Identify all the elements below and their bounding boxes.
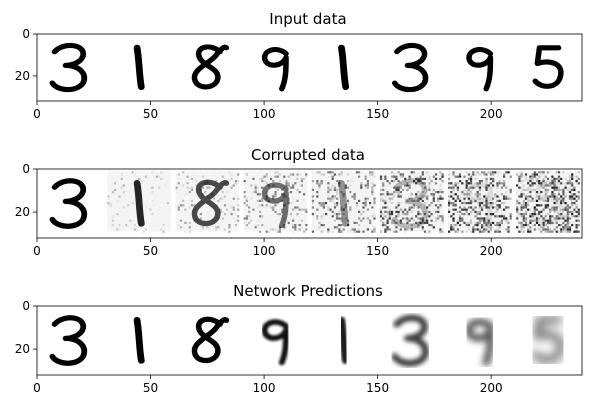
digit-stroke — [133, 180, 145, 227]
digit-stroke — [191, 316, 230, 364]
axes-frame-corrupted — [36, 168, 583, 239]
digit-stroke — [338, 44, 350, 91]
subplot-input: Input data 0 50 100 150 200 0 20 — [15, 10, 583, 121]
digit-stroke — [531, 316, 565, 364]
digit-panel — [133, 44, 145, 91]
digit-panel — [107, 171, 172, 233]
y-tick-label: 20 — [15, 69, 30, 83]
x-tick-label: 0 — [33, 381, 41, 395]
subplot-corrupted: Corrupted data 0 50 100 150 200 0 20 — [15, 146, 583, 258]
digit-panel — [337, 316, 350, 365]
digit-panel — [49, 178, 87, 229]
digit-stroke — [337, 316, 350, 365]
digit-stroke — [262, 182, 289, 229]
axes-frame-input — [36, 33, 583, 102]
digit-stroke — [338, 180, 350, 227]
x-tick-label: 150 — [366, 244, 389, 258]
ticks-input: 0 50 100 150 200 0 20 — [15, 27, 503, 121]
x-tick-label: 0 — [33, 107, 41, 121]
x-tick-label: 200 — [480, 381, 503, 395]
digit-panel — [191, 316, 230, 364]
digit-stroke — [49, 315, 87, 366]
digit-stroke — [133, 44, 145, 91]
digit-stroke — [49, 178, 87, 229]
y-tick-label: 20 — [15, 205, 30, 219]
digit-stroke — [466, 47, 494, 92]
x-tick-label: 50 — [143, 107, 158, 121]
digit-stroke — [191, 44, 230, 90]
digit-panel — [531, 316, 565, 364]
x-tick-label: 150 — [366, 107, 389, 121]
digit-panel — [516, 171, 580, 233]
y-tick-label: 0 — [22, 27, 30, 41]
y-tick-label: 0 — [22, 162, 30, 176]
digit-panel — [133, 317, 145, 364]
x-tick-label: 150 — [366, 381, 389, 395]
digit-panel — [338, 44, 350, 91]
digit-panel — [448, 171, 512, 233]
title-corrupted: Corrupted data — [251, 146, 365, 164]
digit-panel — [49, 315, 87, 366]
x-tick-label: 0 — [33, 244, 41, 258]
ticks-predictions: 0 50 100 150 200 0 20 — [15, 299, 503, 395]
ticks-corrupted: 0 50 100 150 200 0 20 — [15, 162, 503, 258]
image-area-input — [49, 43, 564, 93]
title-predictions: Network Predictions — [233, 282, 383, 300]
x-tick-label: 50 — [143, 381, 158, 395]
image-area-predictions — [49, 314, 565, 367]
subplot-predictions: Network Predictions 0 50 100 150 200 0 20 — [15, 282, 583, 395]
digit-stroke — [465, 318, 495, 367]
digit-stroke — [191, 179, 230, 227]
image-area-corrupted — [49, 171, 580, 233]
digit-panel — [262, 47, 289, 92]
x-tick-label: 100 — [253, 381, 276, 395]
digit-panel — [175, 171, 240, 233]
digit-stroke — [532, 45, 564, 89]
digit-panel — [465, 318, 495, 367]
digit-stroke — [262, 47, 289, 92]
digit-stroke — [261, 319, 289, 366]
digit-panel — [311, 171, 376, 233]
digit-panel — [391, 43, 429, 93]
title-input: Input data — [269, 10, 346, 28]
digit-stroke — [49, 43, 87, 93]
digit-stroke — [391, 178, 429, 229]
digit-stroke — [466, 182, 494, 229]
digit-panel — [261, 319, 289, 366]
digit-panel — [532, 45, 564, 89]
digit-stroke — [532, 180, 564, 226]
x-tick-label: 100 — [253, 244, 276, 258]
digit-stroke — [391, 43, 429, 93]
digit-panel — [391, 314, 429, 367]
digit-stroke — [391, 314, 429, 367]
digit-panel — [466, 47, 494, 92]
digit-panel — [379, 171, 444, 233]
digit-panel — [243, 171, 308, 233]
y-tick-label: 0 — [22, 299, 30, 313]
x-tick-label: 200 — [480, 107, 503, 121]
digit-panel — [191, 44, 230, 90]
x-tick-label: 50 — [143, 244, 158, 258]
digit-stroke — [133, 317, 145, 364]
axes-frame-predictions — [36, 305, 583, 376]
y-tick-label: 20 — [15, 342, 30, 356]
digit-panel — [49, 43, 87, 93]
x-tick-label: 200 — [480, 244, 503, 258]
x-tick-label: 100 — [253, 107, 276, 121]
